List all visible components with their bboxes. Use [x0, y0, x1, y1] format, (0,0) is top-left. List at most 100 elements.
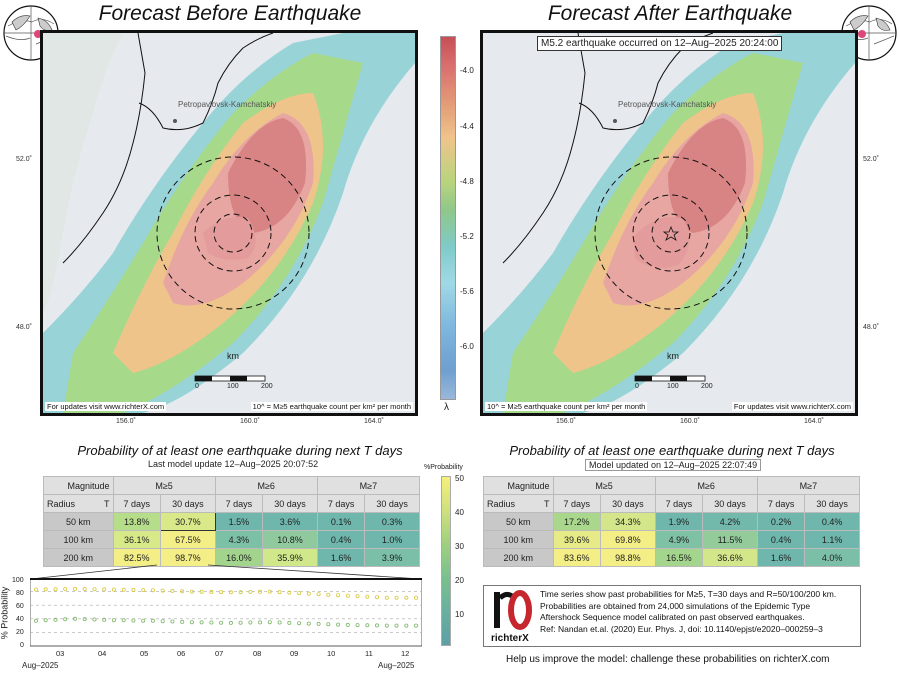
left-km-label: km — [227, 351, 239, 361]
timeseries-point — [297, 621, 302, 626]
after-prob-title: Probability of at least one earthquake d… — [509, 443, 835, 458]
timeseries-point — [306, 621, 311, 626]
probability-colorbar — [441, 476, 451, 646]
left-updates-note[interactable]: For updates visit www.richterX.com — [45, 402, 167, 411]
ts-ytick: 0 — [20, 642, 24, 649]
info-line: Probabilities are obtained from 24,000 s… — [540, 600, 811, 611]
timeseries-point — [228, 620, 233, 625]
period-header: 30 days — [804, 494, 860, 513]
before-prob-title: Probability of at least one earthquake d… — [77, 443, 403, 458]
prob-cell: 0.3% — [364, 512, 420, 531]
timeseries-point — [404, 623, 409, 628]
prob-tick: 30 — [455, 542, 464, 551]
timeseries-point — [189, 620, 194, 625]
timeseries-point — [345, 593, 350, 598]
ts-xtick: 06 — [177, 649, 186, 658]
colorbar-lambda-symbol: λ — [444, 402, 449, 413]
timeseries-point — [121, 618, 126, 623]
ts-xtick: 08 — [253, 649, 262, 658]
ts-xtick: 10 — [327, 649, 336, 658]
after-probability-table: Magnitude M≥5 M≥6 M≥7 Radius T 7 days 30… — [483, 476, 861, 567]
timeseries-point — [306, 591, 311, 596]
timeseries-point — [209, 620, 214, 625]
radius-period-header: Radius T — [483, 494, 554, 513]
right-lon-164: 164.0˚ — [804, 418, 824, 425]
help-improve-link[interactable]: Help us improve the model: challenge the… — [506, 654, 830, 665]
timeseries-point — [394, 595, 399, 600]
timeseries-point — [267, 620, 272, 625]
magnitude-header: Magnitude — [483, 476, 554, 495]
ts-ytick: 60 — [16, 603, 24, 610]
right-forecast-map[interactable]: M5.2 earthquake occurred on 12–Aug–2025 … — [480, 30, 858, 416]
radius-cell: 200 km — [483, 548, 554, 567]
colorbar-tick: -5.2 — [460, 232, 474, 241]
prob-cell: 83.6% — [552, 548, 602, 567]
prob-cell: 0.2% — [756, 512, 806, 531]
left-forecast-map[interactable]: Petropavlovsk-Kamchatskiy km 0 100 200 F… — [40, 30, 418, 416]
left-scale-tick-200: 200 — [261, 383, 273, 390]
ts-x-end-label: Aug–2025 — [378, 661, 415, 670]
table-row: 50 km 17.2% 34.3% 1.9% 4.2% 0.2% 0.4% — [483, 512, 860, 531]
prob-cell: 1.0% — [364, 530, 420, 549]
table-row: 100 km 39.6% 69.8% 4.9% 11.5% 0.4% 1.1% — [483, 530, 860, 549]
timeseries-point — [374, 595, 379, 600]
prob-cell: 1.6% — [756, 548, 806, 567]
timeseries-point — [326, 592, 331, 597]
timeseries-point — [287, 590, 292, 595]
prob-cell: 30.7% — [160, 512, 216, 531]
prob-cell: 1.6% — [316, 548, 366, 567]
colorbar-tick: -4.0 — [460, 66, 474, 75]
timeseries-point — [53, 587, 58, 592]
radius-cell: 50 km — [483, 512, 554, 531]
left-scale-tick-100: 100 — [227, 383, 239, 390]
timeseries-point — [34, 618, 39, 623]
prob-cell: 82.5% — [112, 548, 162, 567]
timeseries-point — [111, 587, 116, 592]
period-header: 30 days — [702, 494, 758, 513]
timeseries-point — [141, 618, 146, 623]
colorbar-tick: -6.0 — [460, 342, 474, 351]
right-panel-title: Forecast After Earthquake — [547, 2, 793, 25]
prob-cell: 1.5% — [214, 512, 264, 531]
timeseries-point — [160, 619, 165, 624]
prob-cell: 4.9% — [654, 530, 704, 549]
period-header: 30 days — [600, 494, 656, 513]
prob-cell: 0.4% — [804, 512, 860, 531]
ts-ytick: 20 — [16, 629, 24, 636]
timeseries-point — [53, 617, 58, 622]
prob-cell: 16.5% — [654, 548, 704, 567]
ts-xtick: 03 — [56, 649, 65, 658]
right-scale-tick-100: 100 — [667, 383, 679, 390]
right-updates-note[interactable]: For updates visit www.richterX.com — [731, 402, 853, 411]
magnitude-header: Magnitude — [43, 476, 114, 495]
prob-cell: 67.5% — [160, 530, 216, 549]
left-lon-160: 160.0˚ — [240, 418, 260, 425]
timeseries-point — [189, 589, 194, 594]
richterx-logo: richterX — [491, 590, 532, 644]
timeseries-point — [238, 590, 243, 595]
ts-xtick: 07 — [215, 649, 224, 658]
after-model-update: Model updated on 12–Aug–2025 22:07:49 — [585, 459, 762, 471]
prob-cell: 1.9% — [654, 512, 704, 531]
table-row: 50 km 13.8% 30.7% 1.5% 3.6% 0.1% 0.3% — [43, 512, 420, 531]
left-city-label: Petropavlovsk-Kamchatskiy — [178, 100, 277, 109]
timeseries-point — [82, 586, 87, 591]
prob-cell: 0.4% — [316, 530, 366, 549]
prob-cell: 17.2% — [552, 512, 602, 531]
period-header: 7 days — [552, 494, 602, 513]
timeseries-point — [73, 586, 78, 591]
left-lat-52: 52.0˚ — [16, 156, 32, 163]
period-header: 30 days — [262, 494, 318, 513]
mag-header-m6: M≥6 — [214, 476, 318, 495]
radius-period-header: Radius T — [43, 494, 114, 513]
table-row: 200 km 83.6% 98.8% 16.5% 36.6% 1.6% 4.0% — [483, 548, 860, 567]
timeseries-point — [258, 589, 263, 594]
prob-tick: 10 — [455, 610, 464, 619]
timeseries-point — [248, 620, 253, 625]
zoom-connector — [30, 564, 422, 580]
period-header: 7 days — [654, 494, 704, 513]
timeseries-point — [413, 595, 418, 600]
radius-cell: 100 km — [483, 530, 554, 549]
timeseries-point — [131, 618, 136, 623]
ts-xtick: 09 — [290, 649, 299, 658]
